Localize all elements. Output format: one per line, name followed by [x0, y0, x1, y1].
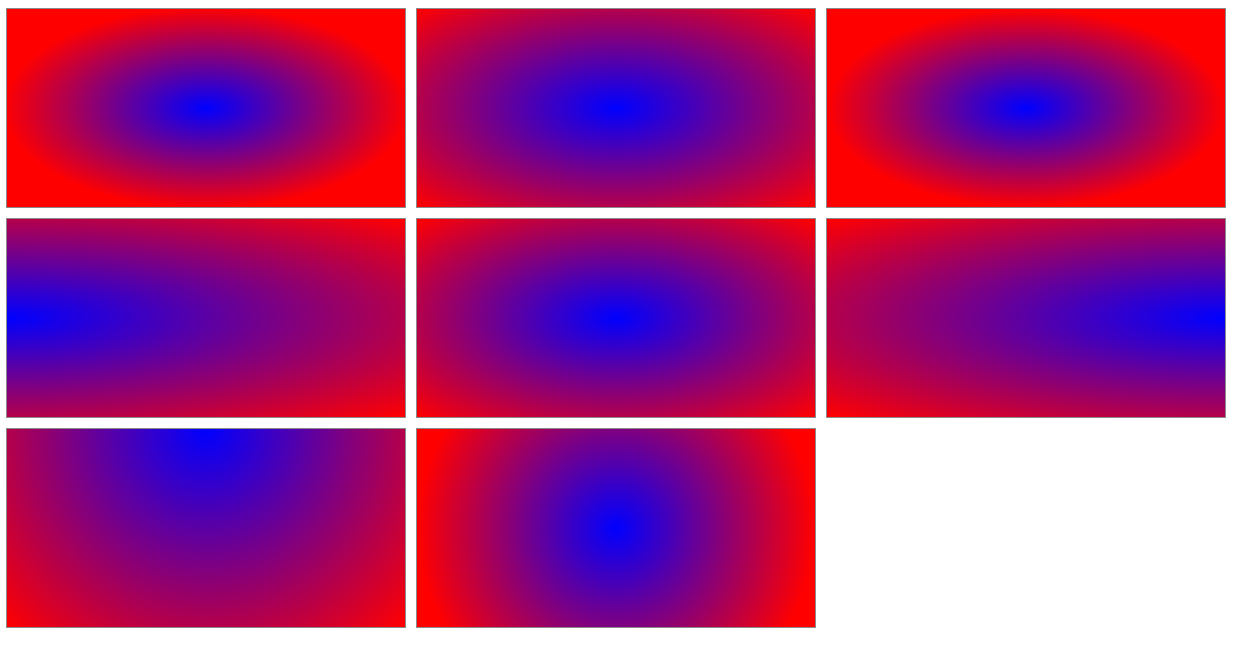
gradient-swatch-1 — [6, 8, 406, 208]
gradient-swatch-3 — [826, 8, 1226, 208]
gradient-swatch-7 — [6, 428, 406, 628]
gradient-swatch-6 — [826, 218, 1226, 418]
gradient-swatch-8 — [416, 428, 816, 628]
gradient-swatch-2 — [416, 8, 816, 208]
gradient-swatch-5 — [416, 218, 816, 418]
gradient-swatch-4 — [6, 218, 406, 418]
gradient-grid — [6, 8, 1226, 628]
